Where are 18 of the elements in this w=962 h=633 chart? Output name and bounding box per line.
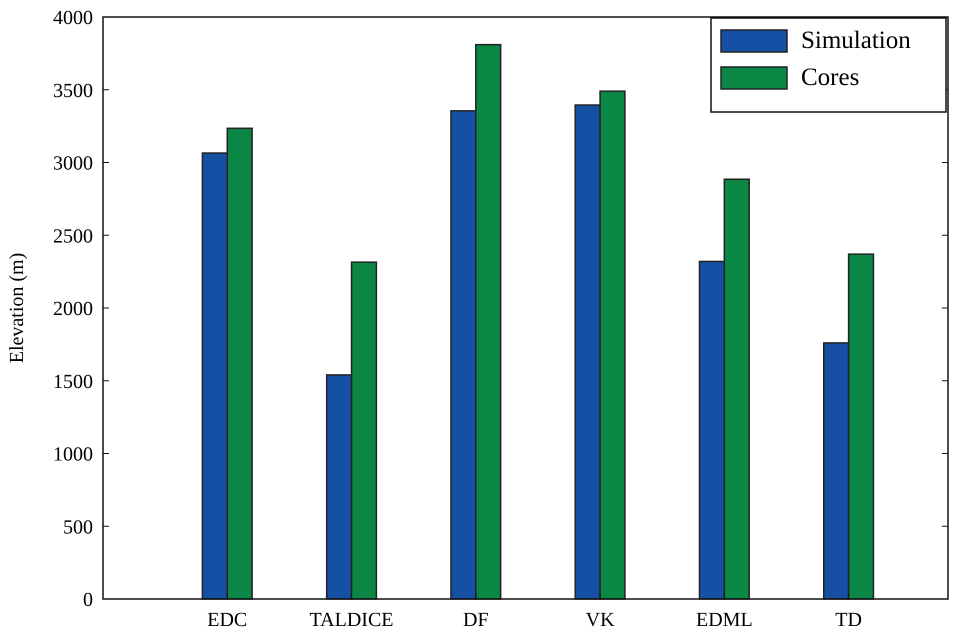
y-tick-label: 500	[63, 516, 93, 538]
y-axis-title: Elevation (m)	[6, 252, 28, 364]
legend-label: Simulation	[801, 27, 912, 54]
y-tick-label: 4000	[53, 7, 93, 29]
x-tick-label: DF	[463, 609, 489, 631]
y-tick-label: 2500	[53, 225, 93, 248]
x-tick-label: TALDICE	[310, 609, 394, 631]
y-tick-label: 1000	[53, 444, 93, 466]
y-tick-label: 2000	[53, 298, 93, 320]
y-tick-label: 3500	[53, 80, 93, 102]
x-tick-label: EDC	[207, 609, 248, 631]
x-tick-label: TD	[835, 609, 862, 631]
legend-label: Cores	[801, 64, 860, 91]
y-tick-label: 3000	[53, 152, 93, 174]
x-tick-label: EDML	[696, 609, 753, 631]
y-tick-label: 1500	[53, 370, 93, 393]
x-tick-label: VK	[586, 609, 616, 631]
y-tick-label: 0	[83, 589, 93, 611]
